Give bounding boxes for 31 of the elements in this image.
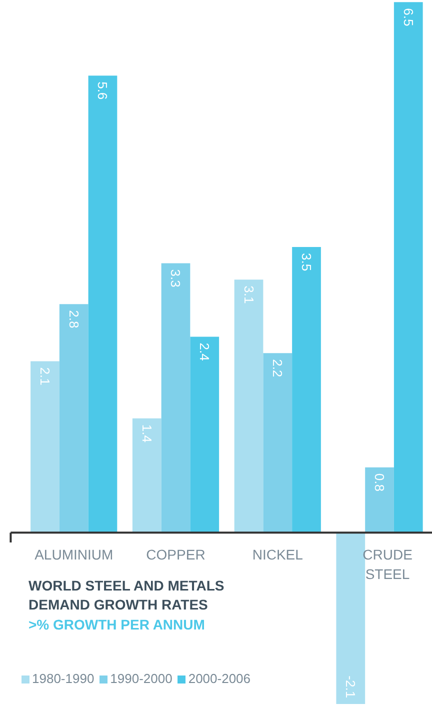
bar <box>292 246 321 533</box>
data-label: 1.4 <box>139 424 154 442</box>
bar <box>30 361 60 533</box>
data-label: 2.4 <box>197 342 212 361</box>
text: WORLD STEEL AND METALS DEMAND GROWTH RATES <box>28 577 224 612</box>
data-label: 3.5 <box>299 252 314 272</box>
bar <box>263 353 292 533</box>
x-tick-label: NICKEL <box>252 546 304 563</box>
data-label: 3.3 <box>168 269 184 288</box>
data-label: 3.1 <box>241 286 256 304</box>
data-label: -2.1 <box>343 676 358 698</box>
data-label: 5.6 <box>95 82 110 100</box>
bar <box>132 418 162 533</box>
data-label: 2.1 <box>37 367 52 386</box>
bar <box>394 2 423 533</box>
legend-label: 1980-1990 <box>32 671 94 686</box>
bar <box>190 336 220 533</box>
text: >% GROWTH PER ANNUM <box>28 616 205 632</box>
legend-label: 2000-2006 <box>188 671 251 686</box>
bar <box>234 280 264 533</box>
bar <box>88 76 118 533</box>
bar <box>365 467 394 533</box>
data-label: 2.2 <box>270 359 286 378</box>
x-tick-label: ALUMINIUM <box>34 546 114 563</box>
data-label: 6.5 <box>400 8 416 26</box>
data-label: 0.8 <box>372 473 388 492</box>
bar <box>161 263 190 533</box>
data-label: 2.8 <box>66 310 82 328</box>
legend-label: 1990-2000 <box>110 671 172 686</box>
bar <box>59 304 88 533</box>
x-tick-label: COPPER <box>146 546 206 563</box>
